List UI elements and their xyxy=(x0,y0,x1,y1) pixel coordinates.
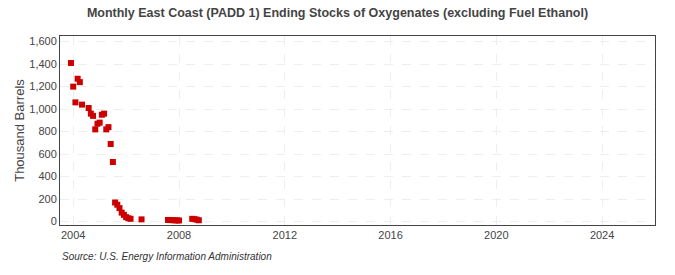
svg-text:1,600: 1,600 xyxy=(29,35,57,47)
svg-text:800: 800 xyxy=(38,125,56,137)
svg-text:1,200: 1,200 xyxy=(29,80,57,92)
svg-text:2020: 2020 xyxy=(484,229,508,241)
svg-text:2012: 2012 xyxy=(273,229,297,241)
svg-text:200: 200 xyxy=(38,193,56,205)
svg-text:1,400: 1,400 xyxy=(29,58,57,70)
svg-text:2008: 2008 xyxy=(167,229,191,241)
svg-text:2016: 2016 xyxy=(378,229,402,241)
svg-text:Thousand Barrels: Thousand Barrels xyxy=(12,79,27,182)
svg-text:Monthly East Coast (PADD 1) En: Monthly East Coast (PADD 1) Ending Stock… xyxy=(87,6,588,20)
svg-text:0: 0 xyxy=(51,215,57,227)
svg-text:Source: U.S. Energy Informatio: Source: U.S. Energy Information Administ… xyxy=(62,251,272,262)
svg-text:600: 600 xyxy=(38,148,56,160)
svg-text:400: 400 xyxy=(38,170,56,182)
svg-text:2024: 2024 xyxy=(590,229,614,241)
svg-text:1,000: 1,000 xyxy=(29,103,57,115)
svg-text:2004: 2004 xyxy=(61,229,85,241)
